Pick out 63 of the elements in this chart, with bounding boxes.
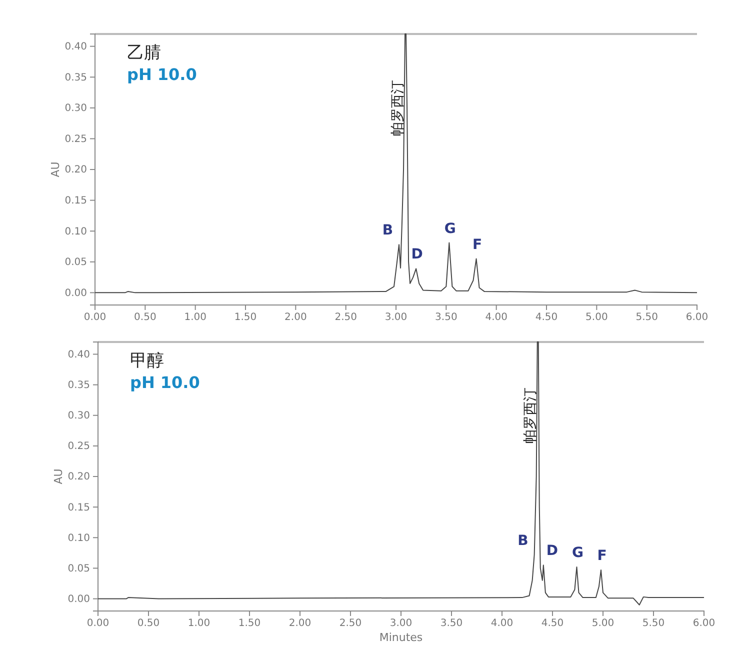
x-tick-label: 4.00 bbox=[490, 618, 514, 630]
x-tick-label: 3.00 bbox=[390, 618, 412, 630]
y-tick-label: 0.10 bbox=[64, 226, 87, 238]
y-tick-label: 0.10 bbox=[68, 532, 90, 544]
y-tick-label: 0.20 bbox=[64, 164, 87, 176]
y-tick-label: 0.30 bbox=[64, 103, 87, 114]
annotation: B bbox=[382, 222, 394, 239]
x-tick-label: 2.00 bbox=[288, 618, 312, 630]
y-tick-label: 0.20 bbox=[68, 472, 90, 483]
y-tick-label: 0.35 bbox=[68, 380, 90, 391]
x-tick-label: 1.00 bbox=[188, 618, 210, 630]
x-tick-label: 4.00 bbox=[485, 312, 508, 324]
x-tick-label: 0.00 bbox=[86, 618, 110, 630]
x-tick-label: 1.00 bbox=[184, 312, 206, 324]
x-tick-label: 6.00 bbox=[692, 618, 716, 630]
y-tick-label: 0.15 bbox=[64, 195, 87, 206]
x-tick-label: 2.50 bbox=[339, 618, 362, 630]
text: pH 10.0 bbox=[127, 65, 197, 84]
y-tick-label: 0.00 bbox=[68, 594, 90, 605]
annotation: D bbox=[546, 543, 558, 560]
annotation: F bbox=[597, 548, 607, 564]
x-tick-label: 5.50 bbox=[642, 618, 665, 630]
x-axis-title: Minutes bbox=[379, 631, 423, 644]
x-tick-label: 1.50 bbox=[238, 618, 261, 630]
y-tick-label: 0.25 bbox=[64, 134, 87, 145]
y-tick-label: 0.05 bbox=[68, 563, 90, 574]
x-tick-label: 0.50 bbox=[137, 618, 160, 630]
text: 甲醇 bbox=[130, 351, 164, 371]
x-tick-label: 3.50 bbox=[435, 312, 458, 324]
x-tick-label: 5.00 bbox=[586, 312, 608, 324]
annotation: D bbox=[411, 246, 423, 263]
line-series bbox=[98, 342, 704, 606]
y-tick-label: 0.30 bbox=[68, 410, 90, 422]
annotation: G bbox=[444, 220, 456, 237]
x-tick-label: 4.50 bbox=[535, 312, 558, 324]
y-tick-label: 0.40 bbox=[68, 349, 90, 360]
y-tick-label: 0.40 bbox=[64, 42, 87, 53]
x-tick-label: 6.00 bbox=[686, 312, 708, 324]
y-axis-title: AU bbox=[49, 162, 62, 178]
y-tick-label: 0.25 bbox=[68, 441, 90, 452]
x-tick-label: 5.50 bbox=[636, 312, 658, 324]
y-tick-label: 0.15 bbox=[68, 502, 90, 514]
y-axis-title: AU bbox=[52, 468, 65, 484]
annotation: 帕罗西汀 bbox=[522, 387, 538, 444]
annotation: B bbox=[518, 532, 528, 549]
x-tick-label: 4.50 bbox=[541, 618, 564, 630]
x-tick-label: 0.50 bbox=[134, 312, 156, 324]
x-tick-label: 3.00 bbox=[384, 312, 408, 324]
x-tick-label: 2.50 bbox=[334, 312, 357, 324]
annotation: G bbox=[572, 544, 584, 561]
x-tick-label: 1.50 bbox=[234, 312, 257, 324]
x-tick-label: 0.00 bbox=[84, 312, 106, 324]
y-tick-label: 0.35 bbox=[64, 72, 87, 84]
x-tick-label: 2.00 bbox=[284, 312, 307, 324]
y-tick-label: 0.05 bbox=[64, 257, 87, 268]
annotation: 帕罗西汀 bbox=[390, 80, 406, 136]
x-tick-label: 3.50 bbox=[440, 618, 463, 630]
text: 乙腈 bbox=[127, 43, 161, 63]
line-series bbox=[94, 34, 698, 294]
text: pH 10.0 bbox=[130, 373, 200, 392]
x-tick-label: 5.00 bbox=[592, 618, 614, 630]
annotation: F bbox=[472, 236, 482, 253]
y-tick-label: 0.00 bbox=[64, 288, 87, 299]
